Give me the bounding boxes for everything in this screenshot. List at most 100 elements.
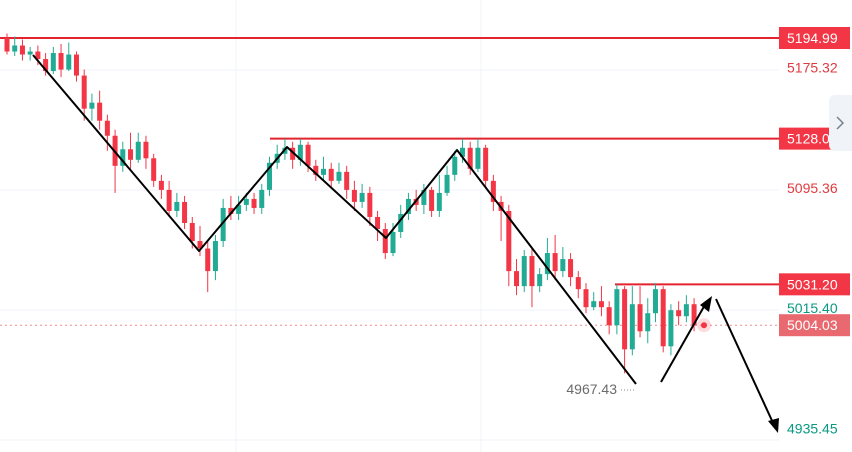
price-axis[interactable]: 5194.99 5175.32 5128.09 5095.36 5031.20 5015.… bbox=[779, 27, 850, 436]
candle bbox=[629, 286, 635, 356]
candle bbox=[606, 301, 612, 335]
candle bbox=[66, 42, 72, 72]
candle bbox=[89, 93, 95, 121]
candle bbox=[236, 195, 242, 220]
price-axis-label: 5031.20 bbox=[779, 273, 850, 296]
candle bbox=[12, 36, 18, 57]
scroll-right-button[interactable] bbox=[829, 95, 852, 151]
price-axis-text: 5175.32 bbox=[787, 60, 838, 76]
candle bbox=[321, 156, 327, 181]
candle bbox=[97, 90, 103, 130]
candle bbox=[43, 53, 49, 76]
candle bbox=[182, 195, 188, 229]
candle bbox=[143, 135, 149, 169]
candle bbox=[81, 69, 87, 121]
price-axis-text: 5128.09 bbox=[787, 131, 838, 147]
candle bbox=[405, 192, 411, 220]
candle bbox=[398, 204, 404, 239]
candle bbox=[174, 192, 180, 217]
chevron-right-icon bbox=[836, 116, 845, 130]
price-axis-label: 5175.32 bbox=[787, 60, 838, 76]
candle bbox=[475, 138, 481, 172]
price-axis-label: 5004.03 bbox=[779, 314, 850, 337]
up-arrow-head bbox=[700, 296, 712, 312]
candle bbox=[73, 51, 79, 82]
candle bbox=[622, 286, 628, 374]
zigzag-pattern-drawing bbox=[32, 54, 779, 433]
candle bbox=[228, 195, 234, 220]
price-axis-label: 5095.36 bbox=[787, 180, 838, 196]
candle bbox=[591, 292, 597, 311]
price-axis-text: 5004.03 bbox=[787, 317, 838, 333]
candle bbox=[359, 183, 365, 208]
candle bbox=[50, 47, 56, 75]
price-axis-label: 5194.99 bbox=[779, 27, 850, 49]
candle bbox=[452, 150, 458, 181]
candle bbox=[467, 141, 473, 175]
down-arrow-head bbox=[768, 418, 779, 433]
candle bbox=[166, 180, 172, 217]
candle bbox=[151, 153, 157, 187]
candle bbox=[313, 159, 319, 181]
candle bbox=[128, 132, 134, 169]
candle bbox=[552, 235, 558, 281]
price-axis-text: 4935.45 bbox=[787, 420, 838, 436]
candle bbox=[544, 238, 550, 281]
candle bbox=[614, 284, 620, 335]
price-badge bbox=[779, 27, 850, 49]
candle bbox=[135, 132, 141, 163]
candle bbox=[112, 129, 118, 193]
candle bbox=[560, 247, 566, 278]
low-annotation: 4967.43 bbox=[566, 381, 636, 397]
candle bbox=[259, 183, 265, 214]
price-axis-text: 5095.36 bbox=[787, 180, 838, 196]
candle bbox=[27, 47, 33, 61]
price-axis-text: 5194.99 bbox=[787, 30, 838, 46]
candle bbox=[19, 39, 25, 61]
candle bbox=[652, 283, 658, 323]
candle bbox=[483, 144, 489, 187]
candle bbox=[529, 247, 535, 308]
candle bbox=[660, 286, 666, 353]
candle bbox=[336, 162, 342, 184]
up-arrow-line bbox=[660, 302, 707, 383]
candle bbox=[490, 174, 496, 211]
price-axis-text: 5031.20 bbox=[787, 276, 838, 292]
candle bbox=[58, 44, 64, 78]
candle bbox=[668, 304, 674, 356]
candle bbox=[637, 286, 643, 338]
candle bbox=[328, 162, 334, 187]
candle bbox=[537, 268, 543, 293]
candle bbox=[498, 195, 504, 242]
candle bbox=[575, 271, 581, 299]
price-axis-label: 4935.45 bbox=[787, 420, 838, 436]
resistance-lines bbox=[0, 37, 779, 326]
candle bbox=[290, 141, 296, 169]
candle bbox=[205, 241, 211, 293]
price-badge bbox=[779, 273, 850, 296]
candle bbox=[429, 186, 435, 217]
candle bbox=[568, 253, 574, 287]
candle bbox=[598, 286, 604, 317]
last-price-dot bbox=[701, 322, 707, 329]
candle bbox=[683, 295, 689, 323]
price-axis-text: 5015.40 bbox=[787, 300, 838, 316]
candle bbox=[212, 235, 218, 281]
candle bbox=[344, 165, 350, 199]
candle bbox=[382, 222, 388, 260]
price-badge bbox=[779, 314, 850, 337]
low-value-label: 4967.43 bbox=[566, 381, 617, 397]
candle bbox=[104, 114, 110, 151]
candlestick-series bbox=[4, 33, 697, 374]
down-arrow-line bbox=[715, 298, 775, 426]
candle bbox=[266, 156, 272, 196]
chart-grid bbox=[0, 0, 779, 452]
candle bbox=[251, 192, 257, 214]
candle bbox=[645, 298, 651, 344]
candle bbox=[120, 141, 126, 172]
candle bbox=[421, 183, 427, 214]
candle bbox=[436, 174, 442, 217]
candle bbox=[676, 301, 682, 326]
candle bbox=[444, 165, 450, 196]
